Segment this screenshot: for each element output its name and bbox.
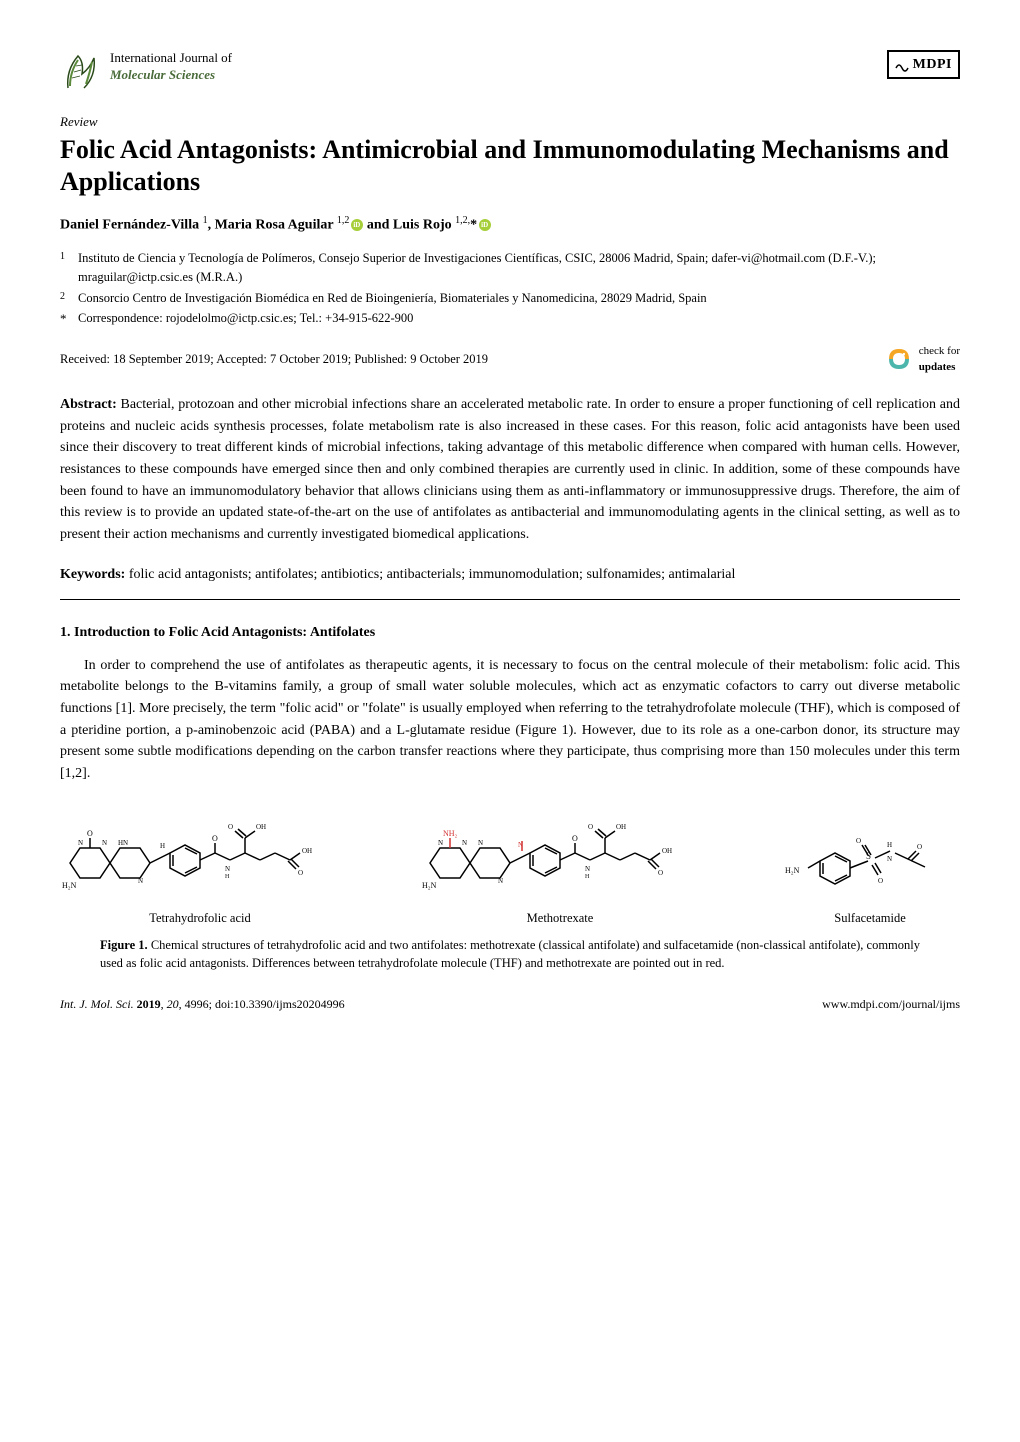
affiliation-item: * Correspondence: rojodelolmo@ictp.csic.…: [78, 309, 960, 329]
svg-text:N: N: [478, 839, 483, 847]
affil-marker: 1: [60, 249, 78, 287]
structure-thf: H₂N N N HN N O H O: [60, 803, 340, 928]
figure-1-caption: Figure 1. Chemical structures of tetrahy…: [60, 936, 960, 974]
svg-text:H₂N: H₂N: [785, 866, 800, 875]
svg-text:H: H: [585, 874, 590, 880]
publisher-text: MDPI: [913, 54, 952, 75]
body-paragraph: In order to comprehend the use of antifo…: [60, 655, 960, 785]
svg-text:H: H: [160, 842, 165, 850]
svg-text:O: O: [212, 834, 218, 843]
keywords-label: Keywords:: [60, 567, 125, 582]
svg-text:OH: OH: [662, 847, 672, 855]
affil-marker: *: [60, 309, 78, 329]
svg-text:H: H: [225, 874, 230, 880]
svg-text:NH₂: NH₂: [443, 829, 458, 838]
divider: [60, 599, 960, 600]
check-updates-text: check for updates: [919, 343, 960, 376]
structure-sulfa: H₂N S O O H N: [780, 803, 960, 928]
svg-text:H₂N: H₂N: [422, 881, 437, 890]
footer-right[interactable]: www.mdpi.com/journal/ijms: [822, 995, 960, 1013]
structure-label: Sulfacetamide: [780, 909, 960, 928]
page-footer: Int. J. Mol. Sci. 2019, 20, 4996; doi:10…: [60, 995, 960, 1013]
svg-text:O: O: [572, 834, 578, 843]
journal-name-line2: Molecular Sciences: [110, 67, 232, 84]
page-header: International Journal of Molecular Scien…: [60, 50, 960, 92]
svg-text:O: O: [658, 869, 663, 877]
article-type: Review: [60, 112, 960, 132]
orcid-icon[interactable]: [351, 219, 363, 231]
figure-caption-text: Chemical structures of tetrahydrofolic a…: [100, 938, 920, 971]
structure-label: Methotrexate: [420, 909, 700, 928]
svg-text:N: N: [462, 839, 467, 847]
svg-text:O: O: [878, 877, 883, 885]
affil-text: Instituto de Ciencia y Tecnología de Pol…: [78, 249, 960, 287]
svg-text:OH: OH: [616, 823, 626, 831]
dates-row: Received: 18 September 2019; Accepted: 7…: [60, 343, 960, 376]
journal-name-line1: International Journal of: [110, 50, 232, 67]
svg-text:H: H: [887, 841, 892, 849]
affil-marker: 2: [60, 289, 78, 308]
svg-text:N: N: [498, 877, 503, 885]
svg-text:OH: OH: [256, 823, 266, 831]
svg-text:O: O: [87, 829, 93, 838]
svg-text:N: N: [585, 865, 590, 873]
orcid-icon[interactable]: [479, 219, 491, 231]
svg-text:HN: HN: [118, 839, 128, 847]
affiliation-item: 2 Consorcio Centro de Investigación Biom…: [78, 289, 960, 308]
svg-text:N: N: [102, 839, 107, 847]
publisher-logo: MDPI: [887, 50, 960, 79]
mdpi-wave-icon: [895, 58, 909, 72]
abstract-text: Bacterial, protozoan and other microbial…: [60, 397, 960, 542]
footer-left: Int. J. Mol. Sci. 2019, 20, 4996; doi:10…: [60, 995, 345, 1013]
structure-label: Tetrahydrofolic acid: [60, 909, 340, 928]
affil-text: Consorcio Centro de Investigación Bioméd…: [78, 289, 707, 308]
svg-text:OH: OH: [302, 847, 312, 855]
section-heading: 1. Introduction to Folic Acid Antagonist…: [60, 622, 960, 643]
svg-text:N: N: [225, 865, 230, 873]
abstract-block: Abstract: Bacterial, protozoan and other…: [60, 394, 960, 546]
article-title: Folic Acid Antagonists: Antimicrobial an…: [60, 134, 960, 199]
svg-text:N: N: [138, 877, 143, 885]
svg-text:O: O: [228, 823, 233, 831]
journal-logo-icon: [60, 50, 102, 92]
affiliations-block: 1 Instituto de Ciencia y Tecnología de P…: [60, 249, 960, 329]
keywords-block: Keywords: folic acid antagonists; antifo…: [60, 564, 960, 585]
svg-text:O: O: [917, 843, 922, 851]
affil-text: Correspondence: rojodelolmo@ictp.csic.es…: [78, 309, 413, 329]
abstract-label: Abstract:: [60, 397, 117, 412]
article-dates: Received: 18 September 2019; Accepted: 7…: [60, 350, 488, 369]
svg-text:O: O: [588, 823, 593, 831]
figure-1-structures: H₂N N N HN N O H O: [60, 803, 960, 928]
affiliation-item: 1 Instituto de Ciencia y Tecnología de P…: [78, 249, 960, 287]
structure-mtx: H₂N N N N N NH₂ N O: [420, 803, 700, 928]
keywords-text: folic acid antagonists; antifolates; ant…: [129, 567, 736, 582]
svg-text:N: N: [438, 839, 443, 847]
figure-label: Figure 1.: [100, 938, 148, 952]
svg-text:N: N: [78, 839, 83, 847]
svg-text:N: N: [887, 855, 892, 863]
check-updates-icon: [885, 345, 913, 373]
svg-text:O: O: [298, 869, 303, 877]
svg-text:O: O: [856, 837, 861, 845]
journal-brand: International Journal of Molecular Scien…: [60, 50, 232, 92]
authors-line: Daniel Fernández-Villa 1, Maria Rosa Agu…: [60, 213, 960, 236]
journal-name: International Journal of Molecular Scien…: [110, 50, 232, 84]
svg-text:H₂N: H₂N: [62, 881, 77, 890]
check-updates-badge[interactable]: check for updates: [885, 343, 960, 376]
